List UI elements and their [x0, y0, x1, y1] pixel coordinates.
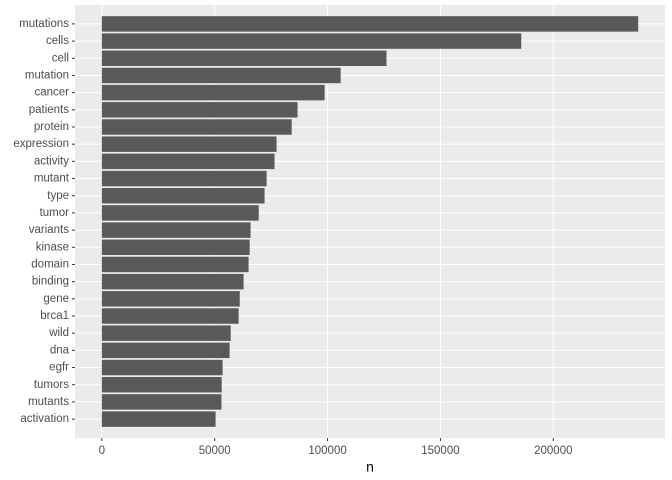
y-tick-label: cell	[52, 52, 69, 64]
y-tick-label: binding	[32, 276, 69, 288]
bar	[101, 84, 325, 101]
bar	[101, 50, 387, 66]
bar	[101, 377, 222, 393]
y-tick-label: activation	[20, 413, 69, 425]
bar	[101, 222, 251, 238]
bar	[101, 325, 231, 341]
y-tick-label: expression	[13, 138, 69, 150]
bar	[101, 291, 240, 307]
bar	[101, 273, 244, 290]
y-tick-label: mutants	[28, 396, 69, 408]
y-tick-label: wild	[48, 327, 69, 339]
bar	[101, 16, 639, 32]
y-tick-label: mutant	[34, 173, 70, 185]
y-tick-label: mutation	[25, 69, 69, 81]
bar	[101, 342, 230, 359]
bar	[101, 153, 275, 170]
bar	[101, 411, 216, 427]
bar	[101, 187, 265, 204]
x-tick-label: 50000	[199, 445, 231, 457]
y-tick-label: domain	[31, 258, 69, 270]
y-tick-label: brca1	[40, 310, 69, 322]
bar	[101, 205, 259, 221]
x-tick-label: 0	[99, 445, 105, 457]
y-tick-label: egfr	[49, 362, 69, 374]
bar	[101, 359, 223, 376]
bar	[101, 170, 267, 187]
y-tick-label: type	[47, 190, 69, 202]
y-tick-label: dna	[50, 344, 70, 356]
bar	[101, 119, 292, 135]
bar	[101, 256, 249, 273]
bar	[101, 33, 522, 49]
x-axis-title: n	[366, 459, 374, 475]
y-tick-label: gene	[43, 293, 69, 305]
y-tick-label: mutations	[19, 18, 69, 30]
bar	[101, 308, 239, 324]
y-tick-label: activity	[34, 155, 69, 167]
y-tick-label: variants	[29, 224, 70, 236]
y-tick-label: tumors	[34, 379, 69, 391]
x-tick-label: 150000	[421, 445, 459, 457]
y-tick-label: kinase	[36, 241, 69, 253]
bar	[101, 239, 250, 256]
y-tick-label: cells	[46, 35, 69, 47]
y-tick-label: cancer	[34, 87, 69, 99]
bar	[101, 136, 277, 152]
y-tick-label: patients	[29, 104, 70, 116]
bar	[101, 394, 222, 410]
x-tick-label: 200000	[534, 445, 572, 457]
bar	[101, 102, 298, 118]
y-tick-label: tumor	[40, 207, 70, 219]
y-tick-label: protein	[34, 121, 69, 133]
bar	[101, 67, 341, 84]
x-tick-label: 100000	[308, 445, 346, 457]
